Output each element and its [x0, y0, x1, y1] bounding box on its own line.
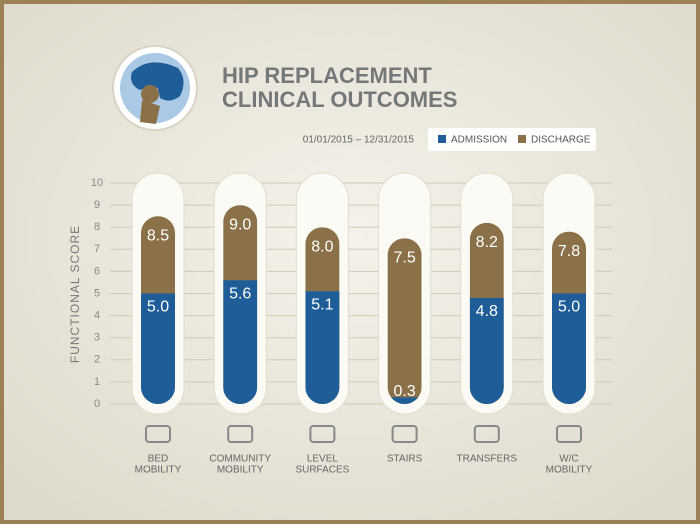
logo	[112, 45, 198, 131]
title-line: CLINICAL OUTCOMES	[222, 87, 457, 112]
bar-group	[141, 216, 175, 404]
legend-label: ADMISSION	[451, 135, 507, 146]
x-tick-label: BED	[148, 454, 169, 465]
date-range: 01/01/2015 – 12/31/2015	[303, 135, 415, 146]
x-tick-label: TRANSFERS	[457, 454, 518, 465]
value-label: 8.5	[147, 227, 169, 244]
bar-group	[552, 231, 586, 404]
bar	[141, 293, 175, 404]
y-tick-label: 3	[94, 332, 100, 344]
legend-swatch	[438, 135, 446, 143]
x-tick-label: MOBILITY	[217, 465, 264, 476]
x-tick-label: STAIRS	[387, 454, 423, 465]
y-tick-label: 1	[94, 376, 100, 388]
x-tick-label: W/C	[559, 454, 578, 465]
y-tick-label: 9	[94, 199, 100, 211]
category-icon	[556, 425, 582, 443]
bar-group	[223, 205, 258, 404]
bar	[223, 280, 258, 404]
title-line: HIP REPLACEMENT	[222, 63, 432, 88]
value-label: 9.0	[229, 216, 251, 233]
bar	[387, 238, 422, 404]
x-tick-label: MOBILITY	[135, 465, 182, 476]
value-label: 4.8	[476, 303, 498, 320]
category-icon	[391, 425, 418, 443]
y-tick-label: 10	[91, 177, 103, 189]
legend-swatch	[518, 135, 526, 143]
bar	[469, 297, 504, 404]
y-tick-label: 2	[94, 354, 100, 366]
value-label: 0.3	[393, 383, 415, 400]
category-icon	[473, 425, 500, 443]
legend-label: DISCHARGE	[531, 135, 591, 146]
value-label: 7.8	[558, 243, 580, 260]
category-icon	[227, 425, 254, 443]
y-tick-label: 4	[94, 310, 100, 322]
value-label: 8.2	[476, 234, 498, 251]
category-icon	[309, 425, 336, 443]
value-label: 8.0	[311, 238, 333, 255]
x-tick-label: LEVEL	[307, 454, 339, 465]
bar-group	[387, 238, 422, 404]
value-label: 7.5	[393, 249, 415, 266]
bar-group	[305, 227, 340, 404]
y-tick-label: 5	[94, 287, 100, 299]
legend	[428, 128, 596, 151]
category-icon	[145, 425, 171, 443]
y-tick-label: 0	[94, 398, 100, 410]
x-tick-label: SURFACES	[295, 465, 349, 476]
bar-group	[469, 222, 504, 404]
bar	[387, 397, 422, 404]
y-tick-label: 8	[94, 221, 100, 233]
value-label: 5.6	[229, 285, 251, 302]
y-tick-label: 7	[94, 243, 100, 255]
value-label: 5.0	[147, 299, 169, 316]
y-axis-label: FUNCTIONAL SCORE	[68, 225, 82, 363]
bar	[305, 291, 340, 404]
x-tick-label: MOBILITY	[546, 465, 593, 476]
value-label: 5.0	[558, 299, 580, 316]
bar	[552, 293, 586, 404]
x-tick-label: COMMUNITY	[209, 454, 271, 465]
y-tick-label: 6	[94, 265, 100, 277]
value-label: 5.1	[311, 297, 333, 314]
